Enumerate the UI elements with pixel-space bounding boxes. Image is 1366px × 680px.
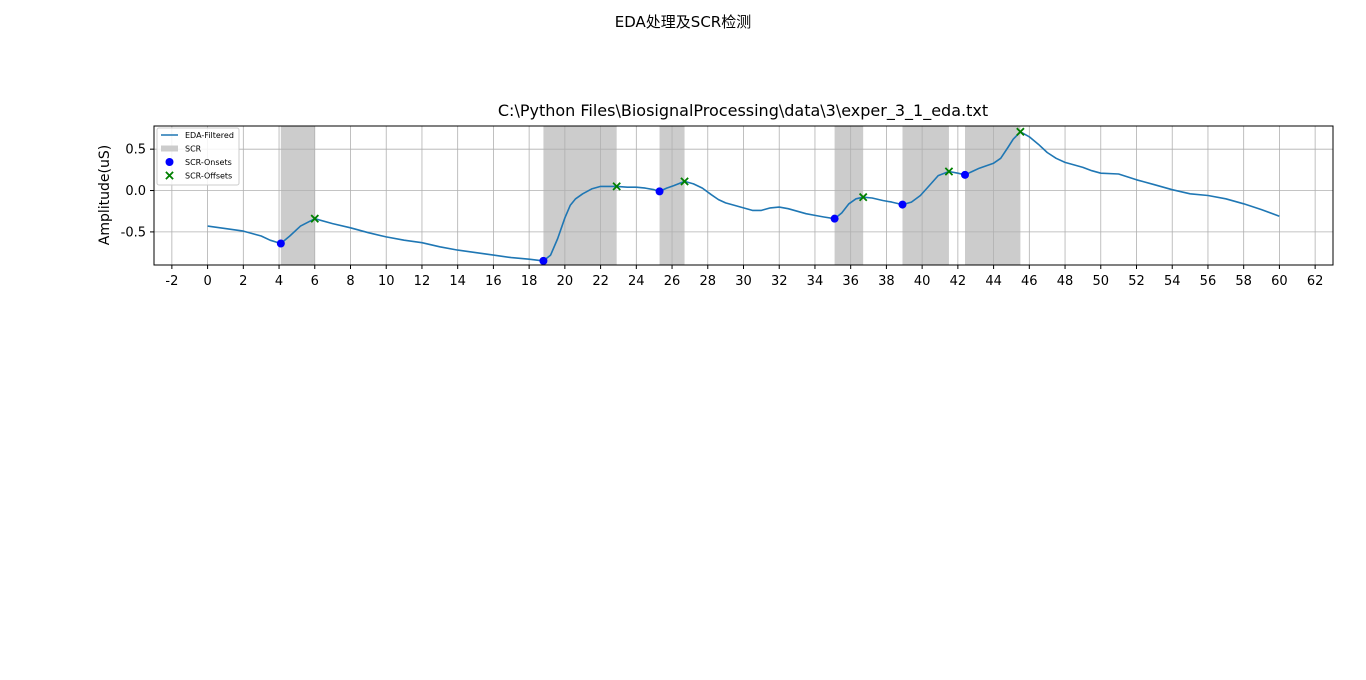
x-tick-label-1: 0: [203, 274, 211, 289]
x-tick-label-32: 62: [1307, 274, 1324, 289]
x-tick-label-28: 54: [1164, 274, 1181, 289]
scr-spans: [280, 126, 1021, 265]
y-tick-label-0: -0.5: [121, 225, 146, 240]
scr-span-3: [834, 126, 864, 265]
scr-offset-point-5: [1016, 127, 1025, 137]
scr-offset-point-3: [858, 192, 868, 202]
scr-onset-point-0: [276, 239, 285, 248]
x-tick-label-7: 12: [414, 274, 431, 289]
legend: EDA-Filtered SCR SCR-Onsets SCR-Offsets: [156, 127, 240, 186]
y-axis-label: Amplitude(uS): [97, 145, 113, 245]
legend-label-eda-filtered: EDA-Filtered: [185, 131, 234, 140]
legend-handle-scr-onsets: [165, 158, 174, 166]
scr-onset-point-3: [830, 214, 839, 223]
x-tick-label-26: 50: [1092, 274, 1109, 289]
x-tick-label-19: 36: [842, 274, 859, 289]
scr-offset-point-2: [680, 177, 689, 186]
legend-label-scr-offsets: SCR-Offsets: [185, 172, 232, 181]
y-axis: -0.5 0.0 0.5: [121, 143, 154, 240]
x-tick-label-8: 14: [449, 274, 466, 289]
x-tick-label-12: 22: [592, 274, 609, 289]
x-tick-label-31: 60: [1271, 274, 1288, 289]
x-tick-label-27: 52: [1128, 274, 1145, 289]
x-tick-label-30: 58: [1235, 274, 1252, 289]
scr-onset-point-4: [898, 200, 907, 209]
figure-suptitle: EDA处理及SCR检测: [615, 13, 751, 31]
scr-onset-point-2: [655, 187, 664, 196]
scr-offsets-series: [310, 127, 1025, 223]
x-tick-label-4: 6: [311, 274, 319, 289]
x-axis: -2 0 2 4 6 8 10 12 14 16 18 20 22 24 26 28 30 32 34 36 38 40 4…: [165, 265, 1323, 289]
scr-span-0: [280, 126, 315, 265]
chart-title: C:\Python Files\BiosignalProcessing\data…: [498, 101, 988, 121]
x-tick-label-2: 2: [239, 274, 247, 289]
y-tick-label-1: 0.0: [125, 184, 146, 199]
x-tick-label-14: 26: [664, 274, 681, 289]
legend-box: [156, 127, 240, 186]
legend-label-scr: SCR: [185, 145, 202, 154]
y-tick-label-2: 0.5: [125, 143, 146, 158]
eda-filtered-series: [207, 131, 1280, 262]
scr-offset-point-4: [944, 167, 954, 176]
x-tick-label-29: 56: [1200, 274, 1217, 289]
x-tick-label-6: 10: [378, 274, 395, 289]
x-tick-label-11: 20: [557, 274, 574, 289]
grid: [154, 126, 1333, 265]
eda-filtered-line: [207, 131, 1280, 262]
legend-handle-scr: [161, 145, 178, 152]
x-tick-label-18: 34: [807, 274, 824, 289]
x-tick-label-24: 46: [1021, 274, 1038, 289]
scr-onset-point-5: [961, 170, 970, 179]
x-tick-label-0: -2: [165, 274, 178, 289]
x-tick-label-25: 48: [1057, 274, 1074, 289]
x-tick-label-15: 28: [699, 274, 716, 289]
scr-onset-point-1: [539, 256, 548, 265]
x-tick-label-20: 38: [878, 274, 895, 289]
x-tick-label-9: 16: [485, 274, 502, 289]
scr-offset-point-1: [612, 182, 621, 191]
x-tick-label-5: 8: [346, 274, 354, 289]
x-tick-label-17: 32: [771, 274, 788, 289]
legend-label-scr-onsets: SCR-Onsets: [185, 158, 232, 167]
scr-span-5: [965, 126, 1021, 265]
x-tick-label-10: 18: [521, 274, 538, 289]
scr-span-4: [902, 126, 949, 265]
x-tick-label-22: 42: [950, 274, 967, 289]
x-tick-label-3: 4: [275, 274, 283, 289]
x-tick-label-21: 40: [914, 274, 931, 289]
scr-offset-point-0: [310, 214, 320, 223]
x-tick-label-13: 24: [628, 274, 645, 289]
legend-handle-scr-offsets: [165, 171, 174, 180]
scr-onsets-series: [276, 170, 970, 265]
x-tick-label-23: 44: [985, 274, 1002, 289]
x-tick-label-16: 30: [735, 274, 752, 289]
